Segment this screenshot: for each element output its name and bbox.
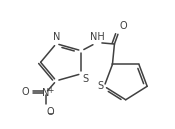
Text: NH: NH (90, 32, 104, 42)
Text: O: O (22, 87, 29, 97)
Text: O: O (47, 107, 54, 117)
Text: S: S (82, 74, 88, 84)
Text: S: S (97, 81, 103, 91)
Text: N: N (42, 88, 50, 98)
Text: −: − (46, 108, 54, 117)
Text: O: O (120, 21, 127, 31)
Text: +: + (47, 86, 53, 95)
Text: N: N (52, 33, 60, 42)
